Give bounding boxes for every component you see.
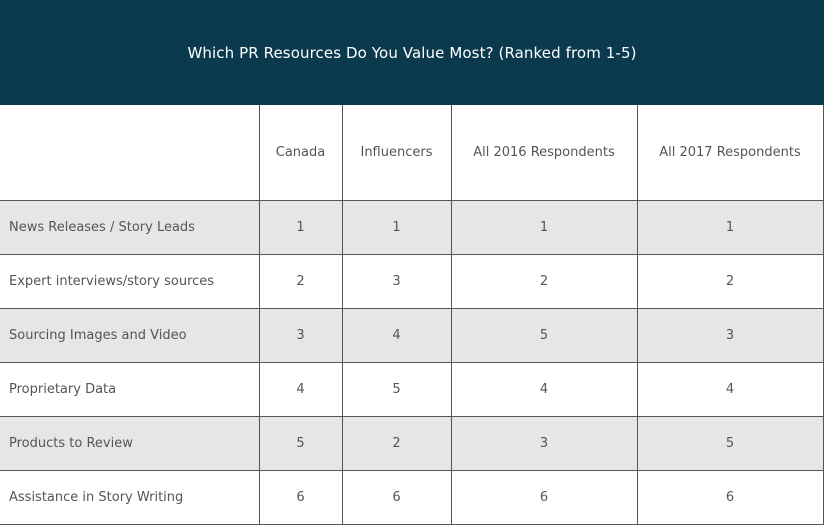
table-row: News Releases / Story Leads 1 1 1 1 [0,200,824,255]
rank-cell: 5 [636,416,824,471]
ranking-table: Canada Influencers All 2016 Respondents … [0,105,824,525]
row-label: Expert interviews/story sources [0,254,259,309]
rank-cell: 4 [258,362,342,417]
rank-cell: 3 [258,308,342,363]
chart-title-bar: Which PR Resources Do You Value Most? (R… [0,0,824,105]
table-row: Expert interviews/story sources 2 3 2 2 [0,254,824,309]
row-label: Products to Review [0,416,259,471]
rank-cell: 2 [636,254,824,309]
rank-cell: 6 [258,470,342,525]
rank-cell: 3 [636,308,824,363]
table-row: Products to Review 5 2 3 5 [0,416,824,471]
row-label: Assistance in Story Writing [0,470,259,525]
rank-cell: 4 [450,362,637,417]
rank-cell: 6 [341,470,451,525]
rank-cell: 2 [450,254,637,309]
rank-cell: 6 [636,470,824,525]
rank-cell: 1 [636,200,824,255]
rank-cell: 2 [258,254,342,309]
rank-cell: 4 [341,308,451,363]
chart-title: Which PR Resources Do You Value Most? (R… [187,43,637,62]
rank-cell: 1 [258,200,342,255]
rank-cell: 3 [450,416,637,471]
table-header-row: Canada Influencers All 2016 Respondents … [0,105,824,201]
column-header-all-2017: All 2017 Respondents [636,105,824,201]
table-row: Sourcing Images and Video 3 4 5 3 [0,308,824,363]
table-row: Proprietary Data 4 5 4 4 [0,362,824,417]
row-label: Proprietary Data [0,362,259,417]
rank-cell: 3 [341,254,451,309]
rank-cell: 5 [450,308,637,363]
column-header-all-2016: All 2016 Respondents [450,105,637,201]
row-label: News Releases / Story Leads [0,200,259,255]
column-header-canada: Canada [258,105,342,201]
rank-cell: 2 [341,416,451,471]
rank-cell: 6 [450,470,637,525]
rank-cell: 1 [450,200,637,255]
rank-cell: 4 [636,362,824,417]
column-header-influencers: Influencers [341,105,451,201]
rank-cell: 5 [258,416,342,471]
rank-cell: 5 [341,362,451,417]
rank-cell: 1 [341,200,451,255]
header-corner-cell [0,105,259,201]
table-row: Assistance in Story Writing 6 6 6 6 [0,470,824,525]
row-label: Sourcing Images and Video [0,308,259,363]
